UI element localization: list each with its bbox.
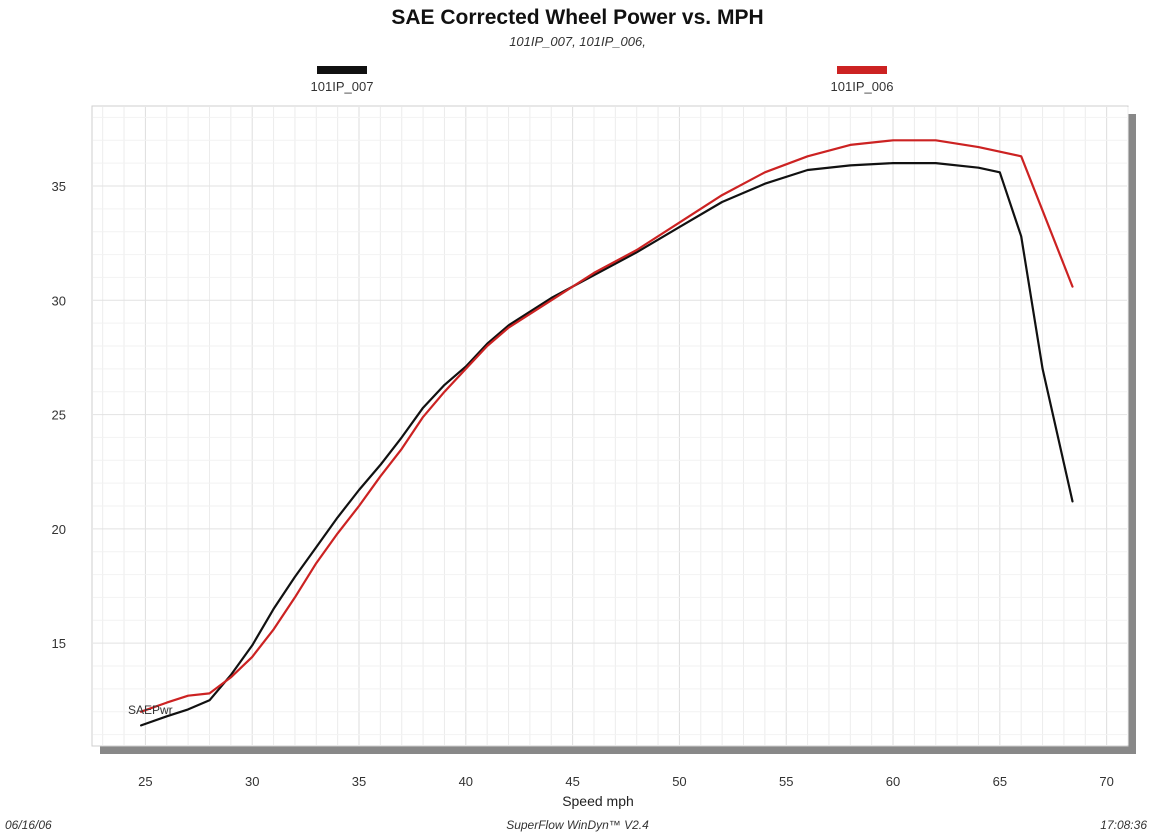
y-tick-label: 30 bbox=[52, 293, 66, 308]
series-lines bbox=[140, 139, 1074, 727]
footer-software: SuperFlow WinDyn™ V2.4 bbox=[506, 818, 649, 832]
y-tick-label: 15 bbox=[52, 636, 66, 651]
plot-area bbox=[91, 105, 1129, 747]
axis-tick-labels: 25 30 35 40 45 50 55 60 65 70 15 20 25 30 35 bbox=[52, 179, 1114, 789]
legend-item-101ip-007: 101IP_007 bbox=[282, 66, 402, 94]
x-tick-label: 30 bbox=[245, 774, 259, 789]
legend-label-101ip-006: 101IP_006 bbox=[830, 79, 894, 94]
x-tick-label: 40 bbox=[459, 774, 473, 789]
x-tick-label: 70 bbox=[1099, 774, 1113, 789]
y-tick-label: 20 bbox=[52, 522, 66, 537]
chart-title: SAE Corrected Wheel Power vs. MPH bbox=[391, 6, 764, 29]
x-tick-label: 35 bbox=[352, 774, 366, 789]
x-tick-label: 50 bbox=[672, 774, 686, 789]
x-tick-label: 55 bbox=[779, 774, 793, 789]
chart-subtitle: 101IP_007, 101IP_006, bbox=[509, 34, 646, 49]
series-axis-label: SAEPwr bbox=[128, 703, 173, 717]
series-line-101ip-006 bbox=[140, 139, 1074, 713]
x-tick-label: 65 bbox=[993, 774, 1007, 789]
legend-label-101ip-007: 101IP_007 bbox=[310, 79, 374, 94]
x-tick-label: 45 bbox=[565, 774, 579, 789]
x-tick-label: 60 bbox=[886, 774, 900, 789]
x-axis-label: Speed mph bbox=[562, 793, 634, 809]
footer-date: 06/16/06 bbox=[5, 818, 52, 832]
footer-time: 17:08:36 bbox=[1100, 818, 1147, 832]
legend-swatch-101ip-006 bbox=[837, 66, 887, 74]
legend-swatch-101ip-007 bbox=[317, 66, 367, 74]
x-tick-label: 25 bbox=[138, 774, 152, 789]
legend-item-101ip-006: 101IP_006 bbox=[802, 66, 922, 94]
y-tick-label: 35 bbox=[52, 179, 66, 194]
y-tick-label: 25 bbox=[52, 408, 66, 423]
gridlines bbox=[93, 107, 1129, 745]
series-line-101ip-007 bbox=[140, 162, 1074, 727]
